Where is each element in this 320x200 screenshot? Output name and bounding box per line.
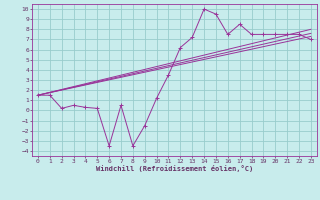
X-axis label: Windchill (Refroidissement éolien,°C): Windchill (Refroidissement éolien,°C) — [96, 165, 253, 172]
